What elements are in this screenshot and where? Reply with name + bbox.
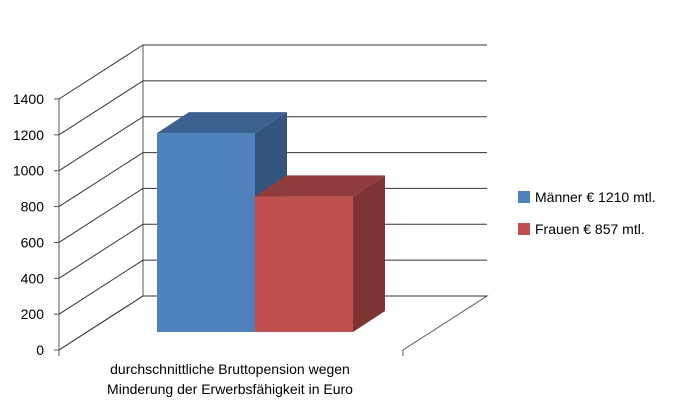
bar (157, 133, 255, 332)
x-axis: durchschnittliche Bruttopension wegen Min… (58, 350, 404, 397)
legend-label: Frauen € 857 mtl. (535, 221, 645, 237)
legend-label: Männer € 1210 mtl. (535, 189, 656, 205)
x-tick-label: Minderung der Erwerbsfähigkeit in Euro (107, 381, 353, 397)
bar (255, 196, 353, 332)
legend-swatch (518, 191, 530, 203)
y-tick-label: 400 (21, 270, 45, 286)
y-axis: 0 200 400 600 800 1000 1200 1400 (13, 91, 60, 358)
y-tick-label: 800 (21, 199, 45, 215)
y-tick-label: 1400 (13, 91, 44, 107)
legend: Männer € 1210 mtl. Frauen € 857 mtl. (518, 189, 656, 237)
bar-top (157, 112, 287, 134)
y-tick-label: 600 (21, 234, 45, 250)
x-tick-label: durchschnittliche Bruttopension wegen (110, 361, 350, 377)
y-tick-label: 1200 (13, 127, 44, 143)
y-tick-label: 0 (36, 342, 44, 358)
gridline (58, 152, 487, 207)
bar-top (255, 175, 385, 197)
gridlines (58, 44, 487, 351)
legend-swatch (518, 223, 530, 235)
gridline (58, 116, 487, 172)
gridline (58, 80, 487, 136)
gridline (58, 44, 487, 100)
bar-side (353, 175, 385, 332)
y-tick-label: 1000 (13, 163, 44, 179)
y-tick-label: 200 (21, 306, 45, 322)
bars (157, 112, 385, 332)
